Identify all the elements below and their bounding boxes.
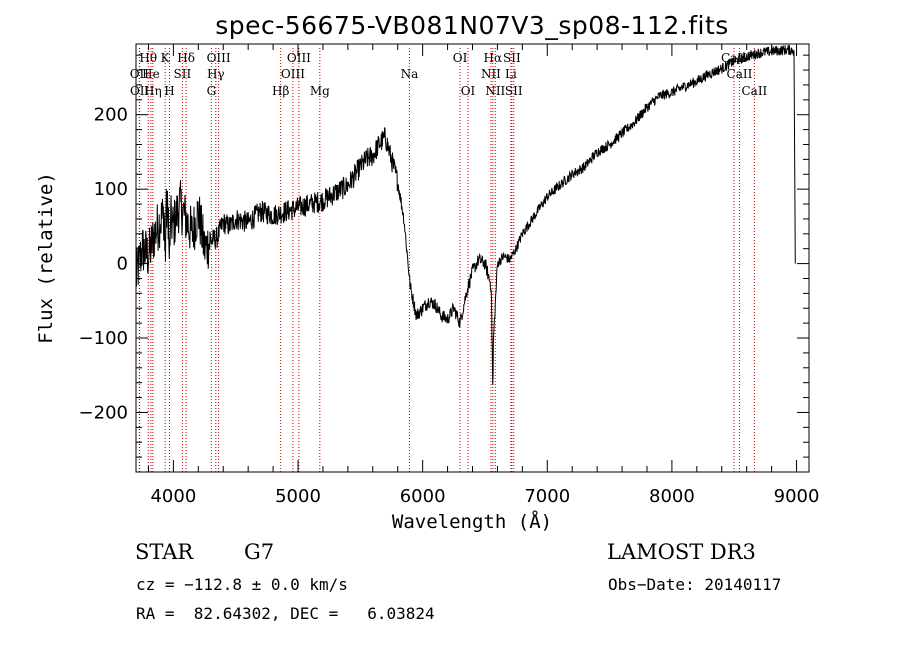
ra-dec-readout: RA = 82.64302, DEC = 6.03824 <box>136 604 435 623</box>
spectral-line-label: SII <box>505 84 523 98</box>
redshift-readout: cz = −112.8 ± 0.0 km/s <box>136 575 348 594</box>
object-subclass: G7 <box>244 540 275 564</box>
spectral-line-label: OII <box>130 67 150 81</box>
spectral-line-label: CaII <box>727 67 753 81</box>
spectral-line-label: He <box>142 67 160 81</box>
x-tick-label: 7000 <box>524 486 570 507</box>
spectrum-series-line <box>135 44 796 386</box>
spectral-line-label: G <box>207 84 217 98</box>
spectral-line-label: SII <box>174 67 192 81</box>
y-tick-label: 0 <box>117 254 128 275</box>
spectral-line-label: OII <box>130 84 150 98</box>
spectral-line-label: Li <box>505 67 517 81</box>
spectral-line-label: OI <box>461 84 476 98</box>
x-tick-label: 8000 <box>649 486 695 507</box>
spectral-line-label: Mg <box>310 84 330 98</box>
spectral-line-label: CaII <box>741 84 767 98</box>
spectral-line-label: NII <box>481 67 501 81</box>
spectral-line-label: OIII <box>281 67 305 81</box>
spectral-line-label: Hα <box>484 51 503 65</box>
spectral-line-label: NII <box>485 84 505 98</box>
x-tick-label: 5000 <box>275 486 321 507</box>
spectral-line-label: OIII <box>287 51 311 65</box>
x-tick-label: 6000 <box>400 486 446 507</box>
spectral-line-label: K <box>161 51 171 65</box>
x-tick-label: 4000 <box>150 486 196 507</box>
spectral-line-label: SII <box>503 51 521 65</box>
spectral-line-label: OIII <box>207 51 231 65</box>
x-tick-label: 9000 <box>774 486 820 507</box>
y-tick-label: 200 <box>94 105 128 126</box>
y-tick-label: −200 <box>79 402 128 423</box>
object-class: STAR <box>135 540 194 564</box>
x-axis-label: Wavelength (Å) <box>392 510 552 533</box>
spectral-line-label: Hη <box>144 84 162 98</box>
spectral-line-label: Hθ <box>139 51 157 65</box>
chart-title: spec-56675-VB081N07V3_sp08-112.fits <box>215 11 729 40</box>
survey-label: LAMOST DR3 <box>607 540 756 564</box>
obs-date: Obs−Date: 20140117 <box>608 575 782 594</box>
spectral-line-label: Na <box>401 67 419 81</box>
spectral-line-label: H <box>164 84 174 98</box>
y-axis-label: Flux (relative) <box>35 172 57 344</box>
spectral-line-label: Hβ <box>272 84 289 98</box>
y-tick-label: −100 <box>79 328 128 349</box>
y-tick-label: 100 <box>94 179 128 200</box>
spectral-line-label: Hγ <box>207 67 225 81</box>
spectral-line-label: OI <box>453 51 468 65</box>
plot-frame <box>135 43 810 473</box>
spectral-line-label: Hδ <box>177 51 195 65</box>
